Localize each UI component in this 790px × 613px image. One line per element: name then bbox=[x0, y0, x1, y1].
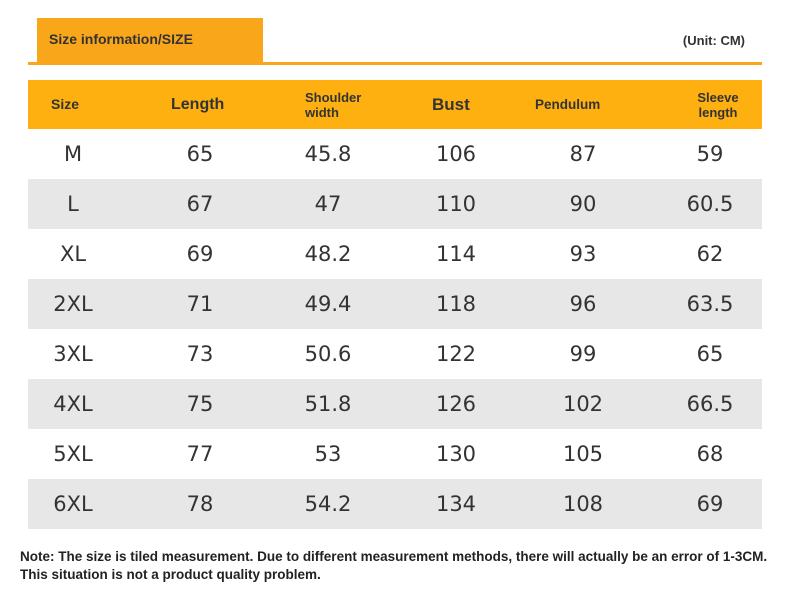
table-cell: 134 bbox=[435, 492, 477, 516]
table-cell: 4XL bbox=[53, 392, 93, 416]
table-cell: 66.5 bbox=[686, 392, 734, 416]
table-cell: 77 bbox=[186, 442, 214, 466]
table-cell: 51.8 bbox=[304, 392, 352, 416]
table-cell: 114 bbox=[435, 242, 477, 266]
table-cell: 50.6 bbox=[304, 342, 352, 366]
size-table: Size Length Shoulder width Bust Pendulum … bbox=[28, 80, 762, 529]
table-cell: 59 bbox=[696, 142, 724, 166]
table-cell: 53 bbox=[314, 442, 342, 466]
table-row: 6XL 78 54.2 134 108 69 bbox=[28, 479, 762, 529]
table-header: Size Length Shoulder width Bust Pendulum … bbox=[28, 80, 762, 129]
table-cell: 118 bbox=[435, 292, 477, 316]
table-cell: 63.5 bbox=[686, 292, 734, 316]
size-header-bar: Size information/SIZE (Unit: CM) bbox=[28, 18, 762, 65]
column-header-length: Length bbox=[171, 96, 225, 113]
size-info-tab: Size information/SIZE bbox=[37, 18, 263, 62]
table-row: L 67 47 110 90 60.5 bbox=[28, 179, 762, 229]
table-cell: 122 bbox=[435, 342, 477, 366]
table-cell: 60.5 bbox=[686, 192, 734, 216]
table-cell: 71 bbox=[186, 292, 214, 316]
table-cell: M bbox=[63, 142, 83, 166]
table-cell: 87 bbox=[569, 142, 597, 166]
table-row: 4XL 75 51.8 126 102 66.5 bbox=[28, 379, 762, 429]
column-header-size: Size bbox=[51, 96, 80, 112]
table-cell: 106 bbox=[435, 142, 477, 166]
table-cell: 102 bbox=[562, 392, 604, 416]
table-row: 2XL 71 49.4 118 96 63.5 bbox=[28, 279, 762, 329]
table-cell: 75 bbox=[186, 392, 214, 416]
table-cell: 93 bbox=[569, 242, 597, 266]
table-cell: 54.2 bbox=[304, 492, 352, 516]
column-header-pendulum: Pendulum bbox=[535, 97, 601, 112]
column-header-shoulder-width: Shoulder width bbox=[305, 89, 362, 120]
table-cell: L bbox=[67, 192, 79, 216]
table-cell: 90 bbox=[569, 192, 597, 216]
table-cell: 6XL bbox=[53, 492, 93, 516]
table-cell: 45.8 bbox=[304, 142, 352, 166]
table-row: 5XL 77 53 130 105 68 bbox=[28, 429, 762, 479]
table-cell: 65 bbox=[186, 142, 214, 166]
size-info-title: Size information/SIZE bbox=[49, 31, 193, 47]
table-cell: 65 bbox=[696, 342, 724, 366]
table-cell: 5XL bbox=[53, 442, 93, 466]
table-cell: 130 bbox=[435, 442, 477, 466]
table-cell: 2XL bbox=[53, 292, 93, 316]
table-row: XL 69 48.2 114 93 62 bbox=[28, 229, 762, 279]
table-cell: XL bbox=[59, 242, 87, 266]
table-cell: 78 bbox=[186, 492, 214, 516]
table-cell: 49.4 bbox=[304, 292, 352, 316]
table-cell: 73 bbox=[186, 342, 214, 366]
table-cell: 110 bbox=[435, 192, 477, 216]
header-rule bbox=[28, 62, 762, 65]
measurement-note: Note: The size is tiled measurement. Due… bbox=[20, 549, 768, 582]
table-cell: 108 bbox=[562, 492, 604, 516]
table-cell: 69 bbox=[186, 242, 214, 266]
table-body: M 65 45.8 106 87 59 L 67 47 110 90 60.5 XL 69 48.2 114 9… bbox=[28, 129, 762, 529]
table-cell: 126 bbox=[435, 392, 477, 416]
table-cell: 68 bbox=[696, 442, 724, 466]
table-cell: 62 bbox=[696, 242, 724, 266]
table-cell: 96 bbox=[569, 292, 597, 316]
table-cell: 48.2 bbox=[304, 242, 352, 266]
column-header-sleeve-length: Sleeve length bbox=[697, 89, 739, 120]
table-cell: 69 bbox=[696, 492, 724, 516]
table-row: 3XL 73 50.6 122 99 65 bbox=[28, 329, 762, 379]
table-cell: 67 bbox=[186, 192, 214, 216]
table-cell: 47 bbox=[314, 192, 342, 216]
table-row: M 65 45.8 106 87 59 bbox=[28, 129, 762, 179]
table-cell: 3XL bbox=[53, 342, 93, 366]
table-cell: 99 bbox=[569, 342, 597, 366]
column-header-bust: Bust bbox=[432, 95, 470, 114]
table-cell: 105 bbox=[562, 442, 604, 466]
unit-label: (Unit: CM) bbox=[682, 33, 745, 48]
